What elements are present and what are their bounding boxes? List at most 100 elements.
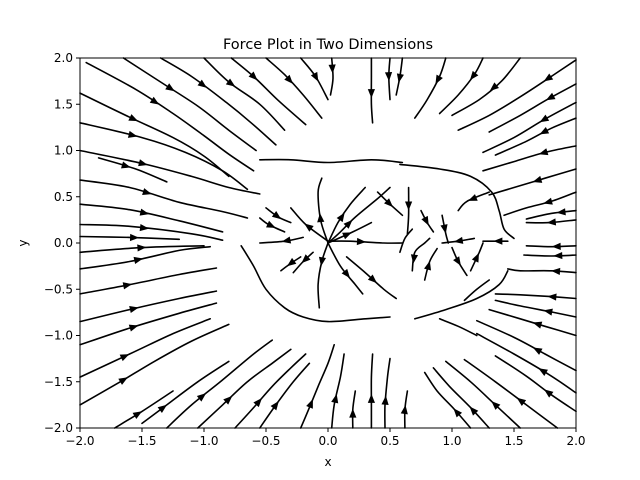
streamline-arrowhead <box>331 393 339 404</box>
streamline-arrowhead <box>310 71 319 82</box>
streamline <box>432 367 490 429</box>
streamline-arrowhead <box>410 254 419 264</box>
streamline-arrowhead <box>149 96 160 105</box>
streamline-arrowhead <box>138 159 148 167</box>
streamline-arrowhead <box>367 274 377 284</box>
streamline-arrowhead <box>284 74 293 84</box>
streamline-arrowhead <box>553 251 563 260</box>
x-tick-label: 2.0 <box>566 434 585 448</box>
x-axis-ticks: −2.0 −1.5 −1.0 −0.5 0.0 0.5 1.0 1.5 2.0 <box>65 428 586 448</box>
streamline-arrowhead <box>400 404 408 415</box>
streamline-arrowhead <box>435 74 443 85</box>
streamline <box>79 323 230 406</box>
streamline-arrowhead <box>341 268 351 279</box>
streamline-arrowhead <box>546 218 557 226</box>
streamline-arrowhead <box>349 408 357 418</box>
streamline-arrowhead <box>121 161 131 169</box>
streamline <box>259 362 311 429</box>
streamline <box>523 254 577 257</box>
streamline-arrowhead <box>440 224 448 234</box>
streamline-arrowhead <box>253 398 263 408</box>
y-axis-ticks: −2.0 −1.5 −1.0 −0.5 0.0 0.5 1.0 1.5 2.0 <box>44 51 80 435</box>
x-tick-label: 1.5 <box>504 434 523 448</box>
streamline <box>507 268 577 274</box>
streamline <box>317 242 329 309</box>
streamline-arrowhead <box>301 254 311 264</box>
x-tick-label: 1.0 <box>442 434 461 448</box>
streamline <box>482 145 577 172</box>
y-tick-label: 1.5 <box>54 97 73 111</box>
streamline <box>240 245 391 323</box>
streamline <box>445 360 521 429</box>
streamline-arrowhead <box>547 293 557 301</box>
streamline-arrowhead <box>453 236 464 244</box>
streamline <box>79 92 230 178</box>
streamline-arrowhead <box>343 219 353 229</box>
streamline <box>457 59 577 131</box>
streamline <box>488 308 577 337</box>
streamline-arrowhead <box>128 114 139 122</box>
streamline <box>503 191 577 217</box>
streamline-arrowhead <box>367 89 375 99</box>
streamline-arrowhead <box>468 194 478 201</box>
x-tick-label: 0.0 <box>318 434 337 448</box>
streamline-arrowhead <box>545 92 556 101</box>
streamline-arrowhead <box>384 198 394 208</box>
y-axis-label: y <box>16 239 30 246</box>
streamline <box>494 117 577 156</box>
streamline-arrowhead <box>266 220 276 228</box>
x-axis-label: x <box>324 455 331 469</box>
streamline <box>203 57 286 131</box>
streamline <box>438 318 478 337</box>
streamline-arrowhead <box>532 175 543 183</box>
streamline <box>494 293 577 300</box>
streamline-arrowhead <box>119 354 130 362</box>
streamline <box>370 353 374 429</box>
streamline <box>79 318 211 378</box>
streamline <box>141 360 230 425</box>
streamline-arrowhead <box>142 188 152 195</box>
streamline <box>79 290 218 323</box>
streamline-arrowhead <box>139 208 150 216</box>
x-tick-label: 0.5 <box>380 434 399 448</box>
streamline-arrowhead <box>493 237 503 245</box>
streamline <box>159 57 277 146</box>
streamline-arrowhead <box>127 130 138 138</box>
streamline <box>330 353 345 429</box>
streamline <box>494 299 577 318</box>
y-tick-label: 0.0 <box>54 236 73 250</box>
y-tick-label: 0.5 <box>54 190 73 204</box>
streamline-arrowhead <box>129 233 140 242</box>
streamline-arrowhead <box>197 79 207 88</box>
streamline-arrowhead <box>356 237 366 246</box>
streamline-arrowhead <box>270 400 279 411</box>
streamline <box>265 57 323 119</box>
streamline-arrowhead <box>538 148 549 156</box>
streamline-arrowhead <box>539 127 550 135</box>
streamline-arrowhead <box>556 208 566 216</box>
streamline-arrowhead <box>421 215 429 226</box>
streamline <box>166 339 273 429</box>
streamline <box>488 83 577 133</box>
streamline <box>79 245 211 270</box>
streamline-arrowhead <box>381 395 389 405</box>
streamline-arrowhead <box>491 401 501 410</box>
streamline <box>79 149 261 195</box>
streamline <box>463 279 490 302</box>
streamline-arrowhead <box>538 368 548 376</box>
streamline-arrowhead <box>453 408 463 418</box>
streamline <box>85 61 255 172</box>
streamline-arrowhead <box>532 347 543 355</box>
streamline <box>399 163 515 240</box>
streamline <box>414 270 509 320</box>
streamline-arrowhead <box>223 395 233 405</box>
streamline-arrowhead <box>122 282 133 290</box>
streamline <box>79 203 224 233</box>
y-tick-label: 2.0 <box>54 51 73 65</box>
streamline <box>122 57 257 152</box>
streamline-arrowhead <box>405 201 413 211</box>
streamline-arrowhead <box>165 83 175 92</box>
streamline-arrowhead <box>286 257 297 267</box>
streamlines-layer <box>79 57 577 429</box>
